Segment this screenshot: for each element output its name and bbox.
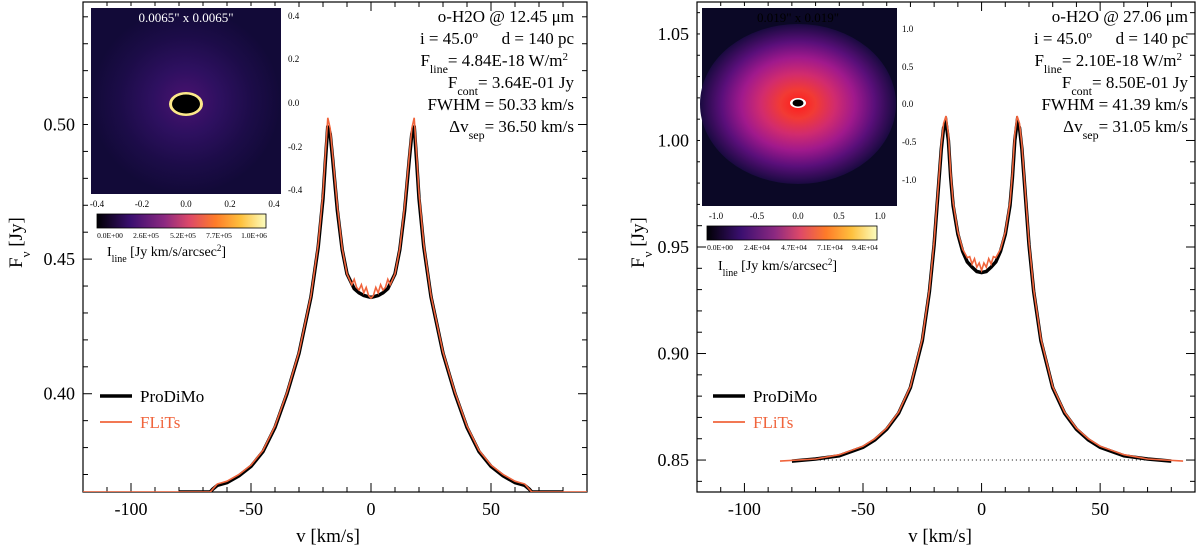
y-tick-label: 0.50 <box>44 115 76 135</box>
annotation-inclination: i = 45.0o <box>420 29 479 48</box>
y-tick-label: 1.00 <box>658 130 690 150</box>
x-tick-label: 0 <box>977 499 986 519</box>
legend-label-flits: FLiTs <box>140 413 180 432</box>
inset-x-tick: -0.2 <box>135 199 149 209</box>
y-tick-label: 0.40 <box>44 384 76 404</box>
x-axis-label: v [km/s] <box>908 526 972 547</box>
inset-x-tick: -0.4 <box>90 199 105 209</box>
y-tick-label: 0.85 <box>658 450 690 470</box>
x-tick-label: -100 <box>115 499 148 519</box>
panel-left: -100 -50 0 50 0.40 0.45 0.50 v [km/s] Fν [Jy]… <box>6 1 588 547</box>
inset-x-tick: -1.0 <box>709 211 724 221</box>
legend: ProDiMo FLiTs <box>713 387 817 432</box>
inset-x-tick: 0.4 <box>268 199 280 209</box>
inset-y-tick: 1.0 <box>902 24 914 34</box>
colorbar-tick: 0.0E+00 <box>707 243 733 252</box>
annotation-line: o-H2O @ 12.45 μm <box>438 7 574 26</box>
legend-label-flits: FLiTs <box>753 413 793 432</box>
annotation-fcont: Fcont= 3.64E-01 Jy <box>448 73 575 98</box>
y-tick-label: 0.90 <box>658 344 690 364</box>
x-axis-label: v [km/s] <box>296 526 360 547</box>
inset-colorbar-title: Iline [Jy km/s/arcsec2] <box>718 257 837 279</box>
inset-x-ticks: -1.0 -0.5 0.0 0.5 1.0 <box>709 211 886 221</box>
series-flits-line <box>779 115 1184 462</box>
inset-colorbar-title: Iline [Jy km/s/arcsec2] <box>107 243 226 265</box>
colorbar-tick: 2.6E+05 <box>133 231 159 240</box>
inset-x-tick: 1.0 <box>874 211 886 221</box>
annotation-distance: d = 140 pc <box>502 29 575 48</box>
inset-inner-hole <box>792 99 804 107</box>
y-tick-label: 0.45 <box>44 249 76 269</box>
legend-label-prodimo: ProDiMo <box>753 387 817 406</box>
colorbar-tick: 9.4E+04 <box>852 243 878 252</box>
inset-y-ticks: 0.4 0.2 0.0 -0.2 -0.4 <box>288 11 303 195</box>
inset-y-tick: -1.0 <box>902 175 917 185</box>
inset-x-tick: 0.5 <box>833 211 845 221</box>
inset-colorbar-ticks: 0.0E+00 2.6E+05 5.2E+05 7.7E+05 1.0E+06 <box>97 231 267 240</box>
inset-y-tick: 0.4 <box>288 11 300 21</box>
inset-x-tick: 0.2 <box>224 199 235 209</box>
inset-y-tick: 0.5 <box>902 62 914 72</box>
annotation-line: o-H2O @ 27.06 μm <box>1052 7 1188 26</box>
inset-x-tick: 0.0 <box>792 211 804 221</box>
annotation-fcont: Fcont= 8.50E-01 Jy <box>1062 73 1189 98</box>
inset-title: 0.019" x 0.019" <box>757 10 839 25</box>
colorbar-tick: 1.0E+06 <box>241 231 267 240</box>
annotation-inclination: i = 45.0o <box>1034 29 1093 48</box>
panel-right: -100 -50 0 50 0.85 0.90 0.95 1.00 1.05 v [km/s]… <box>628 1 1196 547</box>
inset-image: 0.0065" x 0.0065" -0.4 -0.2 0.0 0.2 0.4 … <box>88 6 303 265</box>
inset-colorbar-ticks: 0.0E+00 2.4E+04 4.7E+04 7.1E+04 9.4E+04 <box>707 243 878 252</box>
inset-y-tick: 0.2 <box>288 54 299 64</box>
colorbar-tick: 0.0E+00 <box>97 231 123 240</box>
series-flits-line <box>83 117 587 492</box>
x-tick-label: 50 <box>482 499 500 519</box>
legend-label-prodimo: ProDiMo <box>140 387 204 406</box>
colorbar-tick: 5.2E+05 <box>170 231 196 240</box>
inset-x-tick: 0.0 <box>180 199 192 209</box>
y-ticks: 0.85 0.90 0.95 1.00 1.05 <box>658 12 1195 482</box>
inset-y-ticks: 1.0 0.5 0.0 -0.5 -1.0 <box>902 24 917 185</box>
inset-y-tick: -0.2 <box>288 142 302 152</box>
legend: ProDiMo FLiTs <box>100 387 204 432</box>
y-axis-label: Fν [Jy] <box>628 217 655 268</box>
x-tick-label: 0 <box>367 499 376 519</box>
inset-inner-hole <box>172 94 200 114</box>
annotation-fline: Fline= 4.84E-18 W/m2 <box>420 51 568 76</box>
inset-x-ticks: -0.4 -0.2 0.0 0.2 0.4 <box>90 199 280 209</box>
colorbar-tick: 4.7E+04 <box>781 243 807 252</box>
y-ticks: 0.40 0.45 0.50 <box>44 16 587 475</box>
inset-colorbar <box>706 225 878 241</box>
annotation-dvsep: Δvsep= 31.05 km/s <box>1063 117 1188 142</box>
y-tick-label: 1.05 <box>658 24 690 44</box>
inset-y-tick: -0.4 <box>288 185 303 195</box>
inset-title: 0.0065" x 0.0065" <box>138 10 233 25</box>
inset-y-tick: 0.0 <box>288 98 300 108</box>
x-ticks: -100 -50 0 50 <box>82 2 588 519</box>
annotation-dvsep: Δvsep= 36.50 km/s <box>449 117 574 142</box>
annotation-fwhm: FWHM = 50.33 km/s <box>427 95 574 114</box>
x-tick-label: 50 <box>1091 499 1109 519</box>
inset-x-tick: -0.5 <box>750 211 765 221</box>
inset-colorbar <box>96 213 267 229</box>
annotation-distance: d = 140 pc <box>1116 29 1189 48</box>
x-tick-label: -50 <box>239 499 263 519</box>
colorbar-tick: 7.7E+05 <box>206 231 232 240</box>
annotation-fwhm: FWHM = 41.39 km/s <box>1041 95 1188 114</box>
annotation-block: o-H2O @ 27.06 μm i = 45.0o d = 140 pc Fl… <box>1034 7 1189 142</box>
colorbar-tick: 2.4E+04 <box>744 243 770 252</box>
y-tick-label: 0.95 <box>658 237 690 257</box>
inset-y-tick: -0.5 <box>902 137 917 147</box>
annotation-block: o-H2O @ 12.45 μm i = 45.0o d = 140 pc Fl… <box>420 7 575 142</box>
x-tick-label: -100 <box>728 499 761 519</box>
y-axis-label: Fν [Jy] <box>6 217 33 268</box>
inset-image: 0.019" x 0.019" -1.0 -0.5 0.0 0.5 1.0 1.… <box>700 6 917 279</box>
colorbar-tick: 7.1E+04 <box>817 243 843 252</box>
x-tick-label: -50 <box>851 499 875 519</box>
inset-y-tick: 0.0 <box>902 99 914 109</box>
annotation-fline: Fline= 2.10E-18 W/m2 <box>1034 51 1182 76</box>
